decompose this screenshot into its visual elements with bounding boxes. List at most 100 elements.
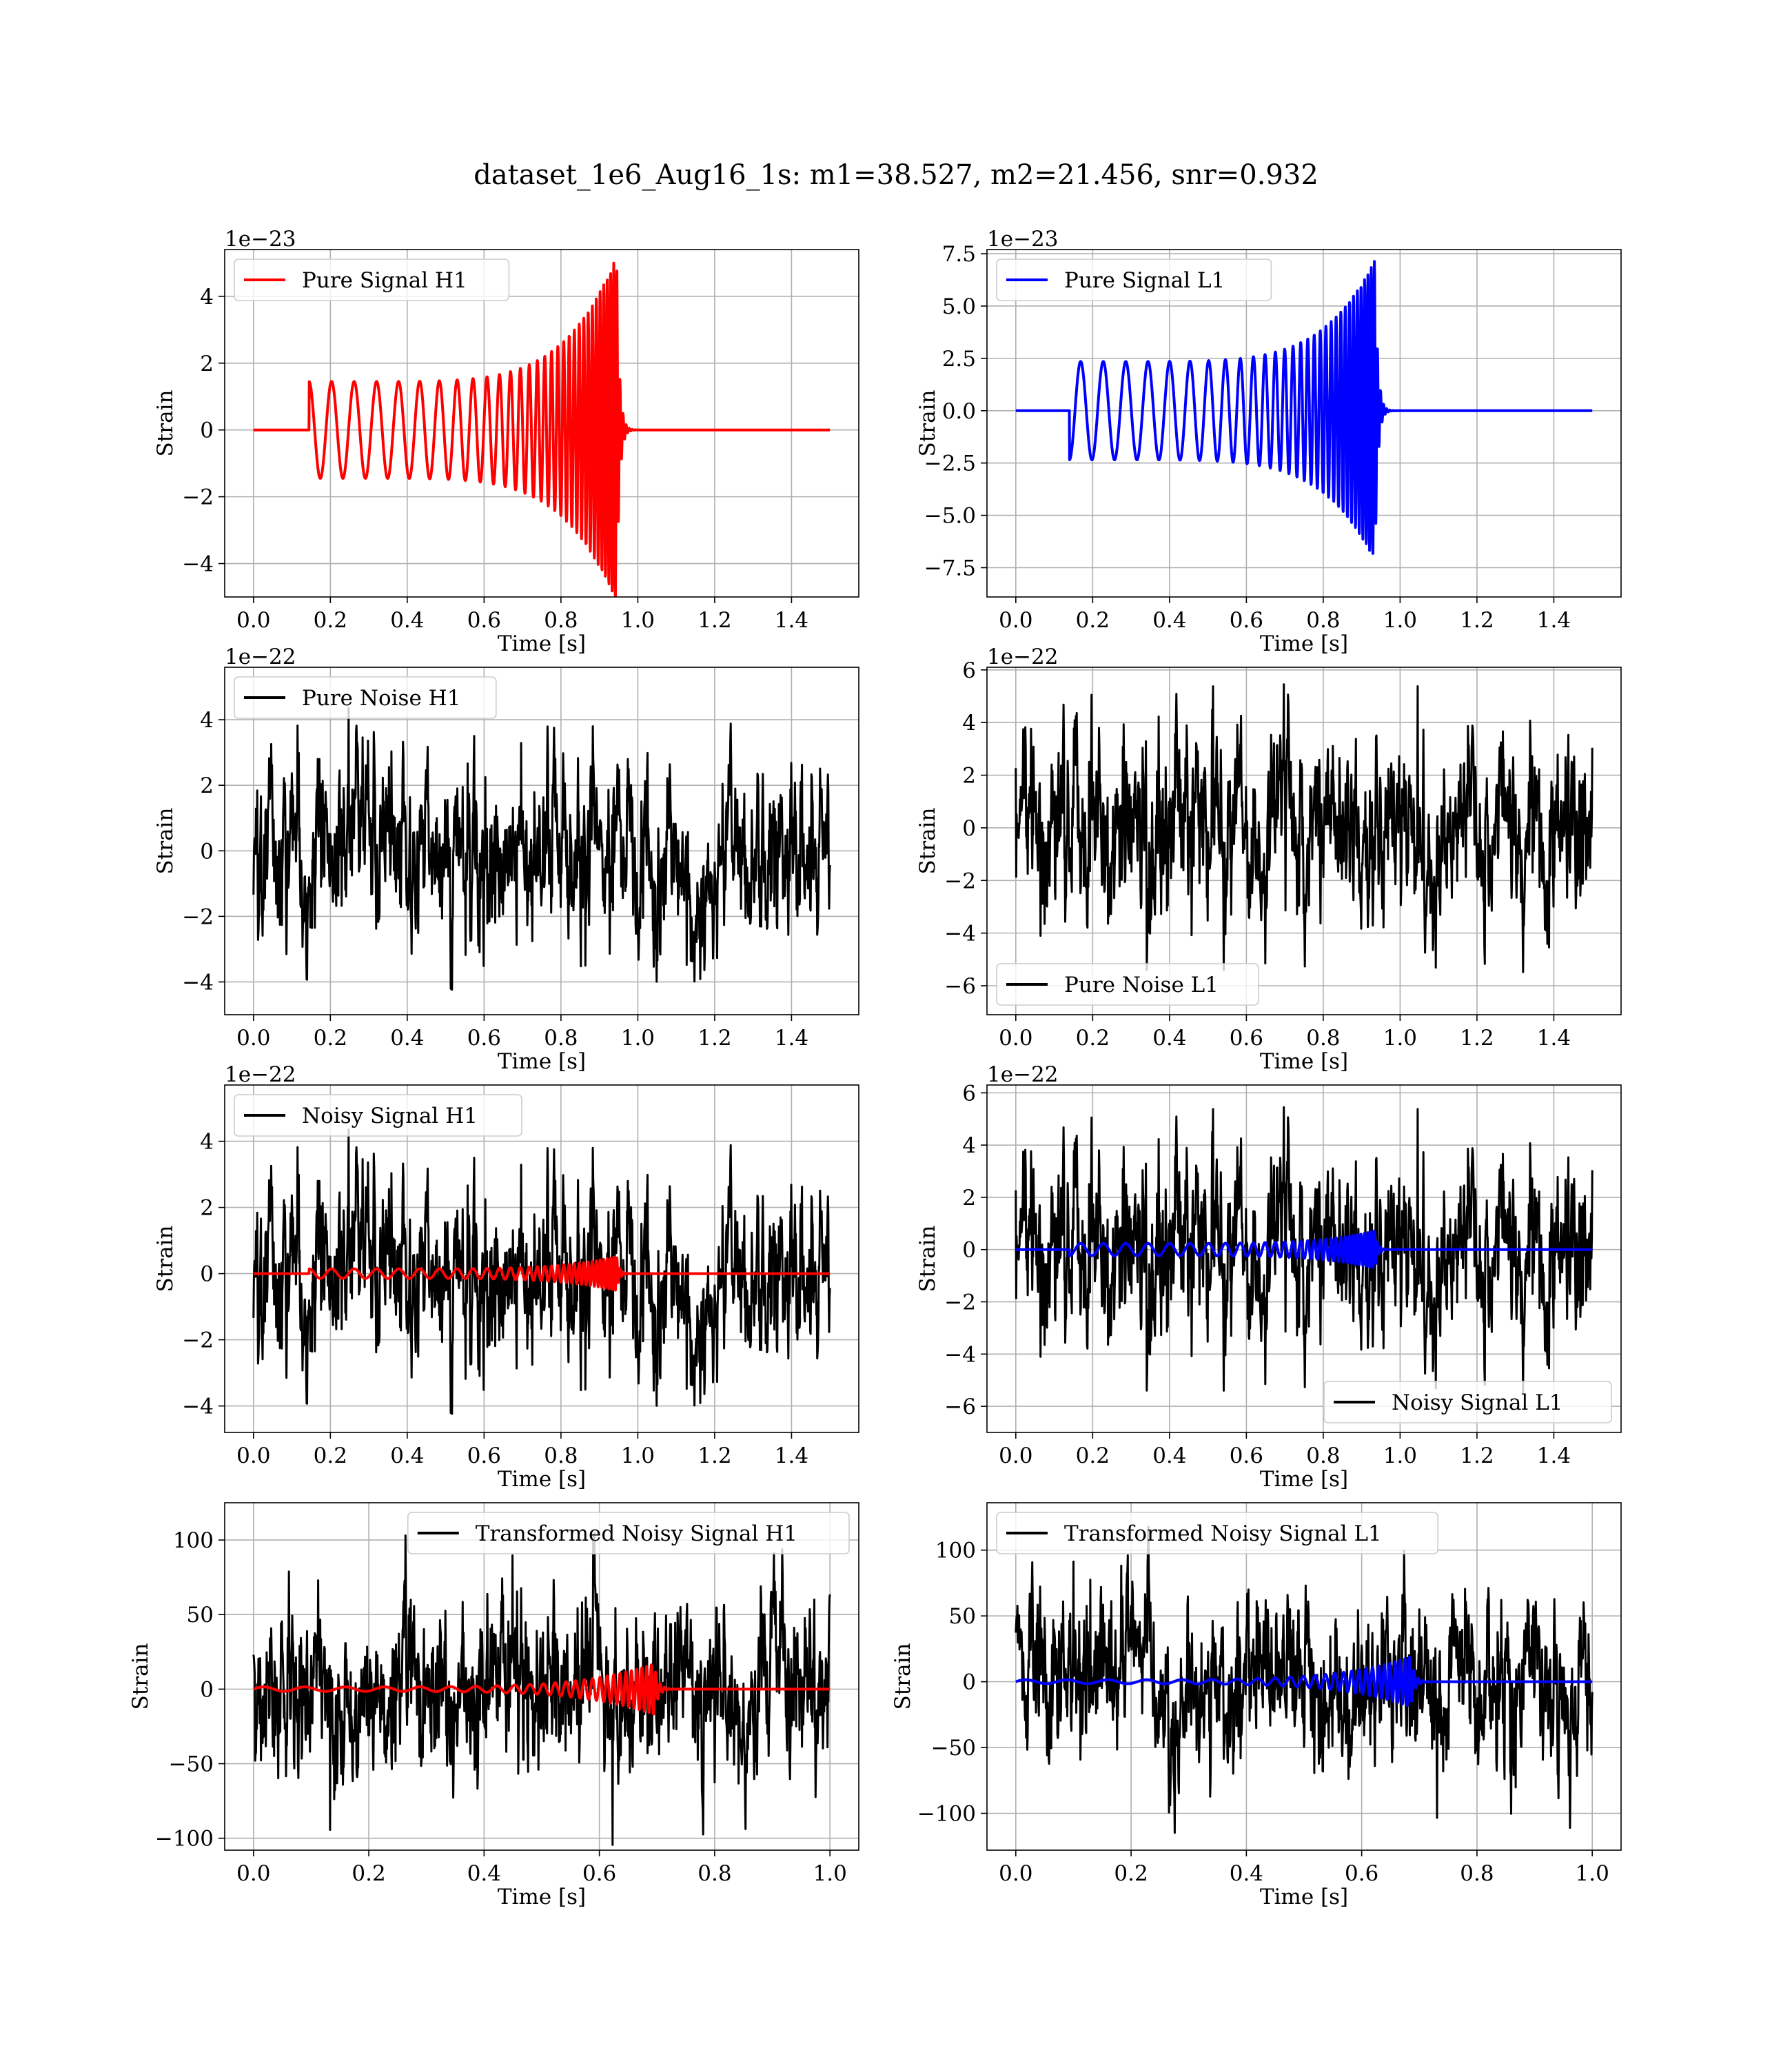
legend: Pure Noise H1: [234, 676, 497, 719]
y-tick-label: 4: [200, 1130, 214, 1155]
y-tick-label: 2: [200, 352, 214, 376]
legend-label: Noisy Signal L1: [1392, 1390, 1563, 1415]
y-tick-label: −7.5: [924, 556, 976, 580]
y-tick-label: 2: [962, 1186, 976, 1210]
x-tick-label: 0.2: [1076, 608, 1110, 633]
x-tick-label: 1.4: [1537, 1443, 1571, 1468]
y-tick-label: −2: [182, 904, 214, 929]
series-line-transformed-noisy-signal-h1-overlay-1: [252, 1663, 831, 1716]
axes-frame: [224, 249, 859, 598]
x-tick-label: 1.2: [698, 1443, 731, 1468]
legend: Transformed Noisy Signal H1: [407, 1512, 850, 1554]
x-axis-label: Time [s]: [1260, 631, 1348, 656]
y-tick-label: −2: [944, 869, 976, 893]
x-tick-label: 0.8: [1306, 1443, 1340, 1468]
x-axis-label: Time [s]: [498, 1049, 586, 1074]
x-tick-label: 0.0: [999, 608, 1032, 633]
x-tick-label: 0.2: [1076, 1026, 1110, 1051]
legend-label: Transformed Noisy Signal L1: [1064, 1521, 1382, 1546]
x-tick-label: 1.0: [813, 1861, 847, 1886]
x-tick-label: 0.4: [390, 1443, 424, 1468]
legend: Pure Signal H1: [234, 258, 510, 301]
axes-frame: [986, 249, 1622, 598]
x-tick-label: 0.8: [544, 608, 578, 633]
axes-frame: [224, 667, 859, 1015]
legend: Noisy Signal H1: [234, 1094, 522, 1137]
legend: Noisy Signal L1: [1323, 1381, 1612, 1423]
x-tick-label: 0.0: [999, 1443, 1032, 1468]
y-axis-label: Strain: [128, 1643, 153, 1710]
axes-frame: [986, 1084, 1622, 1433]
y-tick-label: −2.5: [924, 452, 976, 476]
legend: Transformed Noisy Signal L1: [996, 1512, 1439, 1554]
x-tick-label: 1.0: [621, 1026, 655, 1051]
x-tick-label: 0.6: [467, 1443, 501, 1468]
subplot-noisy-signal-h1: 0.0 0.2 0.4 0.6 0.8 1.0 1.2 1.4 −4 −2 0 2 4 Time [s] S…: [153, 1062, 859, 1492]
x-tick-label: 0.8: [1306, 1026, 1340, 1051]
axis-offset-text: 1e−22: [225, 645, 296, 669]
y-tick-label: −100: [155, 1827, 214, 1852]
legend-box: [996, 1512, 1439, 1554]
x-axis-label: Time [s]: [498, 631, 586, 656]
y-axis-label: Strain: [915, 1226, 940, 1292]
subplot-pure-signal-h1: 0.0 0.2 0.4 0.6 0.8 1.0 1.2 1.4 −4 −2 0 2 4 Time [s] S…: [153, 227, 859, 656]
x-tick-label: 0.6: [1230, 1443, 1263, 1468]
legend-label: Pure Noise H1: [302, 686, 460, 711]
axes-frame: [986, 1502, 1622, 1851]
x-tick-label: 0.8: [1306, 608, 1340, 633]
x-tick-label: 0.4: [1152, 1026, 1186, 1051]
subplot-transformed-noisy-signal-l1: 0.0 0.2 0.4 0.6 0.8 1.0 −100 −50 0 50 100 Time [s] S…: [890, 1502, 1622, 1909]
series-line-pure-noise-l1: [1015, 683, 1594, 973]
x-tick-label: 0.4: [1230, 1861, 1263, 1886]
legend: Pure Signal L1: [996, 258, 1272, 301]
legend-label: Pure Signal H1: [302, 268, 467, 293]
axis-offset-text: 1e−22: [987, 1062, 1059, 1087]
x-tick-label: 0.2: [1076, 1443, 1110, 1468]
x-tick-label: 1.2: [1460, 608, 1494, 633]
x-tick-label: 0.2: [314, 1443, 347, 1468]
y-tick-label: −100: [917, 1802, 976, 1827]
y-tick-label: −50: [169, 1752, 214, 1777]
legend-box: [1323, 1381, 1612, 1423]
axes-frame: [986, 667, 1622, 1015]
axis-offset-text: 1e−23: [987, 227, 1059, 252]
series-line-pure-signal-l1: [1015, 260, 1594, 555]
legend: Pure Noise L1: [996, 963, 1259, 1006]
x-tick-label: 0.6: [1345, 1861, 1378, 1886]
y-tick-label: 0: [200, 1262, 214, 1287]
y-tick-label: −4: [944, 922, 976, 946]
x-tick-label: 0.4: [390, 1026, 424, 1051]
y-tick-label: 0: [962, 1238, 976, 1263]
series-line-transformed-noisy-signal-l1-overlay-1: [1015, 1656, 1594, 1707]
x-tick-label: 1.2: [1460, 1026, 1494, 1051]
legend-label: Pure Noise L1: [1064, 973, 1219, 997]
series-line-noisy-signal-l1: [1015, 1106, 1594, 1394]
y-axis-label: Strain: [153, 1226, 178, 1292]
axis-offset-text: 1e−23: [225, 227, 296, 252]
y-tick-label: 50: [187, 1603, 214, 1628]
y-tick-label: 2.5: [942, 347, 976, 372]
axes-frame: [224, 1502, 859, 1851]
subplot-pure-signal-l1: 0.0 0.2 0.4 0.6 0.8 1.0 1.2 1.4 −7.5 −5.0 −2.5 0.0 2…: [915, 227, 1622, 656]
axes-frame: [224, 1084, 859, 1433]
y-tick-label: −50: [931, 1736, 976, 1761]
x-tick-label: 0.8: [544, 1443, 578, 1468]
y-tick-label: 2: [200, 773, 214, 798]
x-tick-label: 1.2: [698, 1026, 731, 1051]
y-axis-label: Strain: [153, 808, 178, 875]
y-tick-label: 0: [962, 1670, 976, 1695]
x-axis-label: Time [s]: [498, 1467, 586, 1492]
x-tick-label: 0.6: [1230, 1026, 1263, 1051]
y-tick-label: 2: [962, 764, 976, 789]
y-tick-label: 100: [173, 1528, 214, 1553]
x-tick-label: 1.0: [621, 608, 655, 633]
y-tick-label: 0: [200, 418, 214, 443]
y-tick-label: 4: [962, 1133, 976, 1158]
y-tick-label: 0: [200, 839, 214, 864]
x-tick-label: 1.2: [698, 608, 731, 633]
series-line-noisy-signal-h1-overlay-1: [252, 1255, 831, 1292]
x-tick-label: 1.4: [1537, 1026, 1571, 1051]
subplot-noisy-signal-l1: 0.0 0.2 0.4 0.6 0.8 1.0 1.2 1.4 −6 −4 −2 0 2 4 6 Time […: [915, 1062, 1622, 1492]
legend-box: [234, 258, 510, 301]
